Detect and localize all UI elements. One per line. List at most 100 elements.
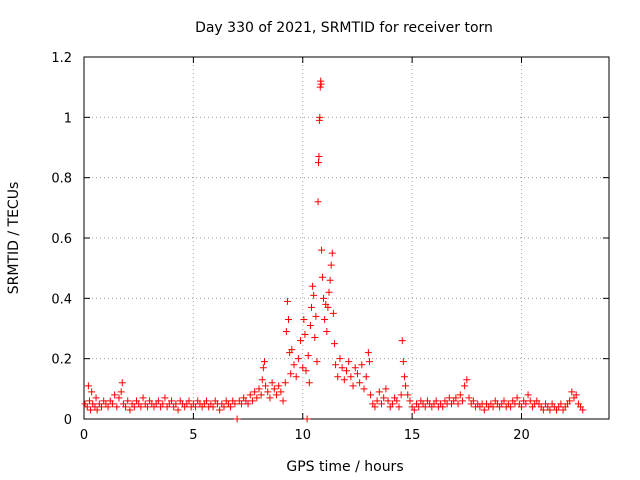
data-point — [288, 346, 296, 354]
data-point — [315, 159, 322, 167]
data-point — [115, 394, 123, 402]
data-point — [439, 403, 447, 411]
data-point — [317, 80, 325, 88]
data-point — [334, 373, 342, 381]
data-point — [579, 406, 587, 414]
data-point — [421, 403, 429, 411]
x-axis-label: GPS time / hours — [286, 459, 403, 475]
data-point — [365, 358, 373, 366]
data-point — [310, 291, 318, 299]
data-point — [469, 397, 477, 405]
data-point — [294, 355, 302, 363]
data-point — [85, 397, 93, 405]
data-point — [410, 406, 418, 414]
data-point — [328, 249, 336, 257]
data-point — [287, 370, 295, 378]
data-point — [130, 403, 138, 411]
data-point — [524, 391, 532, 399]
data-point — [117, 388, 125, 396]
data-points — [81, 77, 587, 423]
data-point — [283, 297, 291, 305]
data-point — [159, 400, 167, 408]
data-point — [88, 388, 96, 396]
data-point — [336, 355, 344, 363]
data-point — [168, 397, 175, 405]
data-point — [364, 349, 372, 357]
data-point — [325, 288, 333, 296]
data-point — [489, 403, 497, 411]
data-point — [388, 400, 396, 408]
y-tick-label: 0 — [64, 413, 72, 428]
data-point — [316, 113, 324, 121]
x-tick-label: 5 — [189, 428, 197, 443]
data-point — [445, 394, 453, 402]
data-point — [113, 403, 121, 411]
data-point — [351, 364, 359, 372]
x-tick-label: 20 — [513, 428, 530, 443]
data-point — [546, 406, 554, 414]
data-point — [314, 198, 322, 206]
data-point — [458, 397, 466, 405]
data-point — [83, 403, 91, 411]
data-point — [316, 83, 324, 91]
data-point — [258, 376, 266, 384]
y-tick-label: 1.2 — [51, 51, 72, 66]
data-point — [454, 400, 462, 408]
data-point — [305, 379, 313, 387]
data-point — [463, 376, 471, 384]
data-point — [432, 397, 440, 405]
data-point — [349, 382, 357, 390]
data-point — [480, 406, 488, 414]
data-point — [104, 403, 112, 411]
data-point — [124, 397, 132, 405]
data-point — [568, 388, 576, 396]
data-point — [259, 364, 267, 372]
data-point — [318, 273, 326, 281]
data-point — [273, 391, 280, 399]
y-tick-label: 1 — [64, 111, 72, 126]
data-point — [227, 403, 235, 411]
data-point — [260, 358, 268, 366]
data-point — [399, 358, 407, 366]
data-point — [308, 303, 315, 311]
data-point — [98, 403, 105, 411]
data-point — [266, 394, 274, 402]
data-point — [313, 358, 321, 366]
y-tick-label: 0.4 — [51, 292, 72, 307]
data-point — [93, 406, 101, 414]
data-point — [557, 400, 565, 408]
plot-frame — [83, 56, 610, 420]
data-point — [330, 340, 338, 348]
grid-lines — [84, 57, 609, 419]
x-tick-label: 10 — [294, 428, 311, 443]
data-point — [216, 406, 224, 414]
data-point — [360, 385, 368, 393]
data-point — [281, 379, 289, 387]
data-point — [122, 403, 130, 411]
data-point — [154, 397, 162, 405]
data-point — [461, 382, 469, 390]
data-point — [347, 373, 355, 381]
data-point — [353, 370, 361, 378]
data-point — [285, 315, 293, 323]
data-point — [290, 361, 298, 369]
data-point — [340, 376, 348, 384]
data-point — [255, 385, 263, 393]
data-point — [338, 364, 346, 372]
data-point — [415, 403, 423, 411]
data-point — [382, 385, 390, 393]
data-point — [318, 246, 326, 254]
data-point — [518, 403, 525, 411]
data-point — [139, 394, 147, 402]
data-point — [572, 391, 580, 399]
data-point — [358, 361, 366, 369]
data-point — [92, 394, 100, 402]
x-tick-label: 0 — [80, 428, 88, 443]
data-point — [257, 391, 265, 399]
data-point — [522, 400, 530, 408]
data-point — [300, 315, 308, 323]
data-point — [192, 403, 200, 411]
data-point — [373, 397, 381, 405]
data-point — [299, 364, 307, 372]
data-point — [233, 415, 241, 423]
